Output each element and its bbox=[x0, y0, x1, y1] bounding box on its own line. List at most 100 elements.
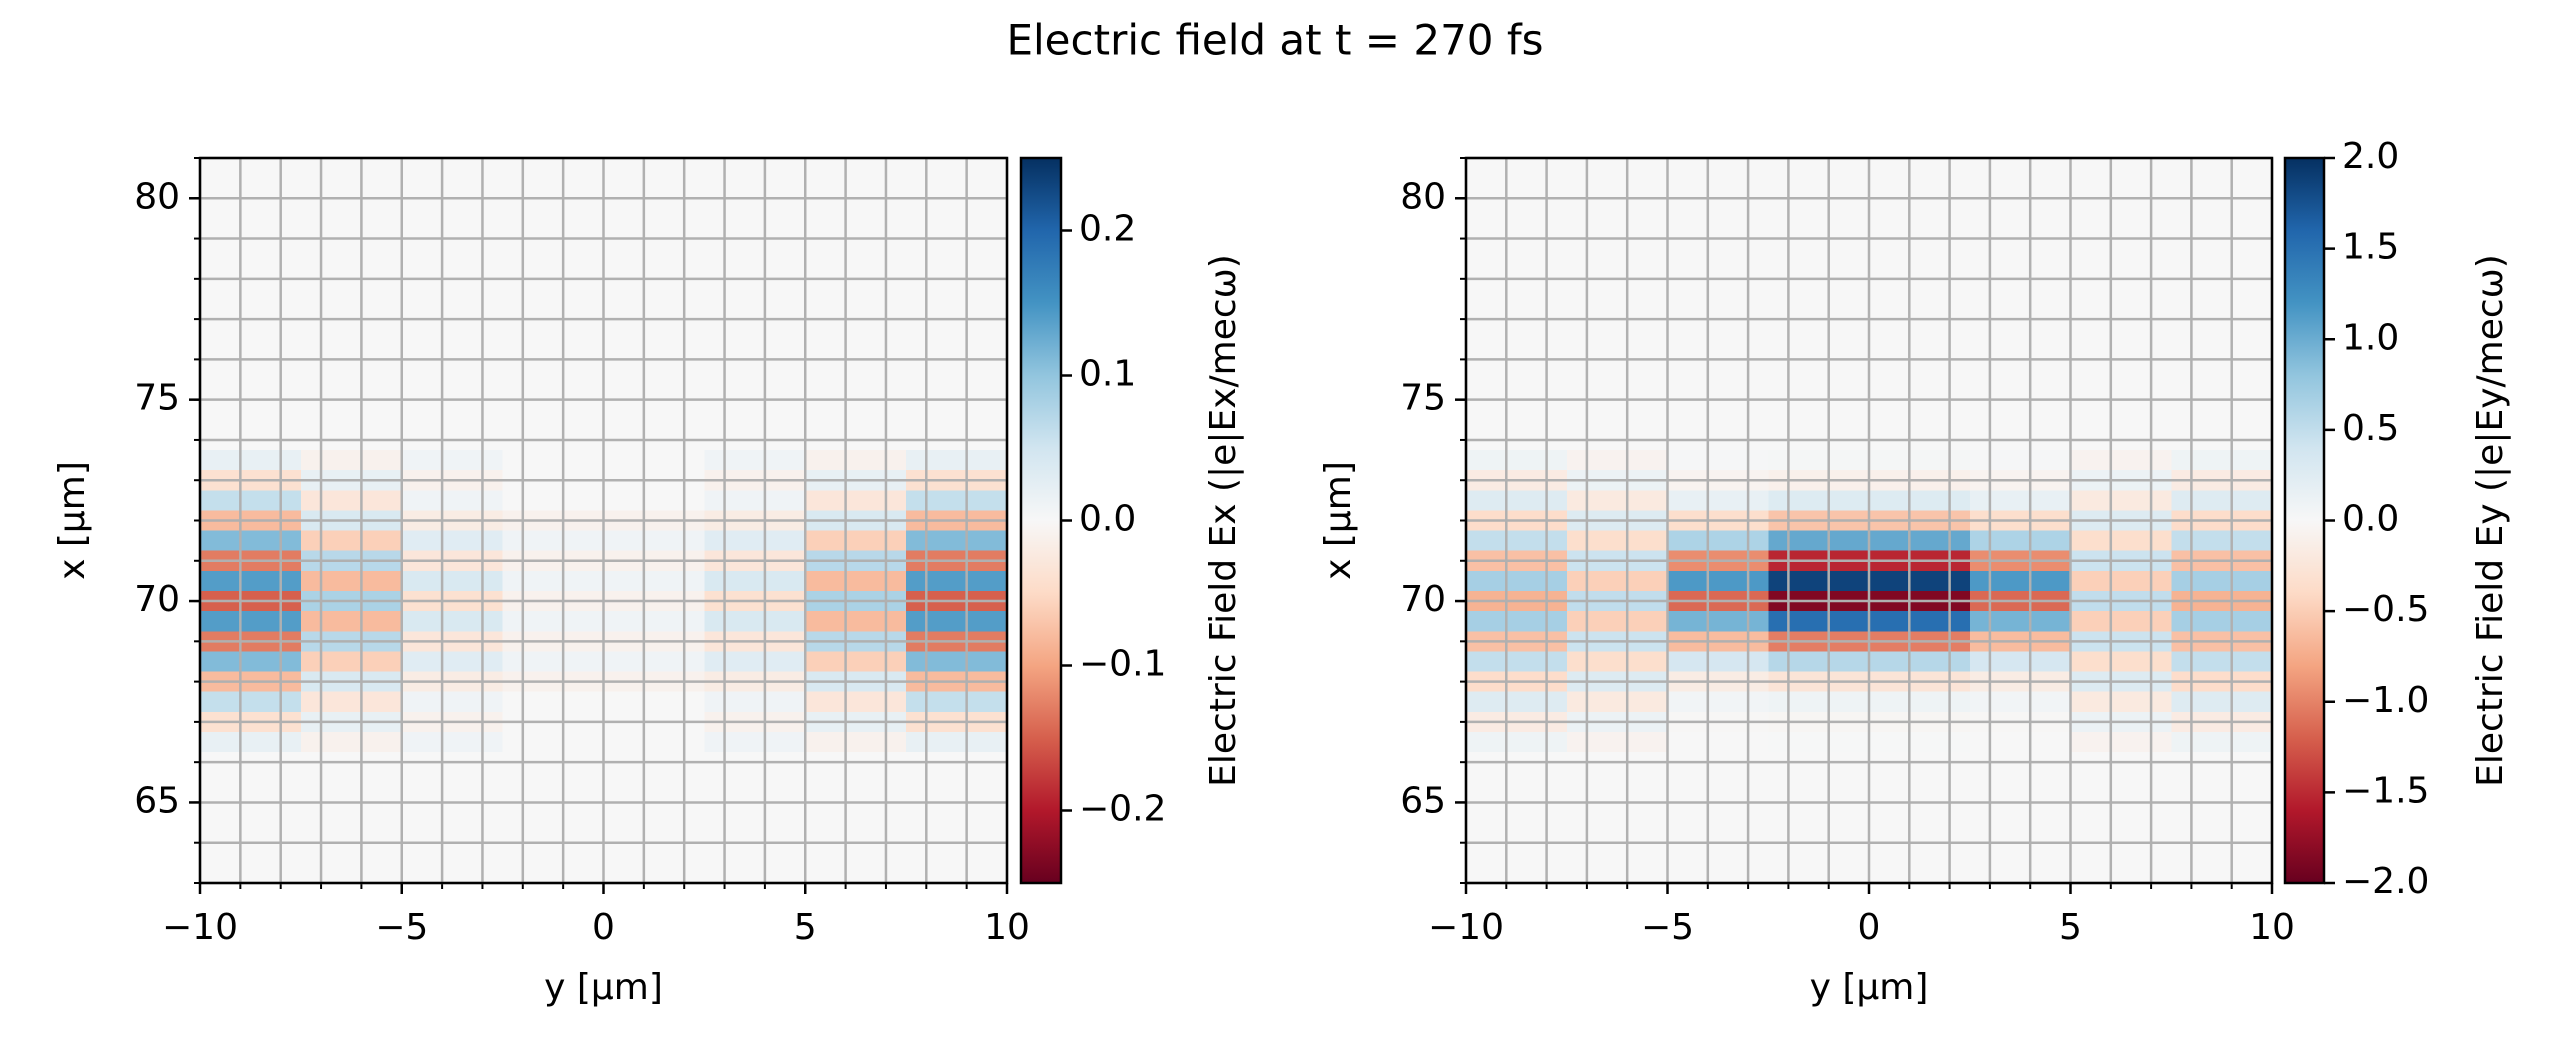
y-axis-label: x [µm] bbox=[52, 461, 93, 580]
heatmap-cell bbox=[1566, 490, 1668, 511]
colorbar bbox=[2283, 156, 2326, 885]
heatmap-cell bbox=[805, 570, 907, 591]
heatmap-cell bbox=[1869, 570, 1970, 591]
heatmap-cell bbox=[1667, 450, 1769, 471]
heatmap-cell bbox=[502, 651, 604, 672]
colorbar-tick-label: −1.5 bbox=[2342, 770, 2429, 811]
y-tick-label: 70 bbox=[1400, 579, 1446, 620]
x-tick-label: −10 bbox=[1428, 907, 1504, 948]
heatmap-cell bbox=[704, 731, 806, 753]
heatmap-cell bbox=[1667, 651, 1769, 672]
heatmap-cell bbox=[1768, 651, 1869, 672]
heatmap-cell bbox=[2171, 731, 2272, 753]
x-tick-label: −10 bbox=[162, 907, 238, 948]
heatmap-cell bbox=[906, 530, 1007, 551]
heatmap-cell bbox=[906, 691, 1007, 712]
colorbar-tick-label: −0.2 bbox=[1079, 789, 1166, 830]
heatmap-cell bbox=[1667, 490, 1769, 511]
heatmap-cell bbox=[1566, 651, 1668, 672]
heatmap-cell bbox=[1969, 691, 2071, 712]
x-axis-label: y [µm] bbox=[1810, 967, 1929, 1008]
colorbar-tick-label: −1.0 bbox=[2342, 680, 2429, 721]
heatmap-cell bbox=[300, 450, 402, 471]
heatmap-cell bbox=[1466, 530, 1567, 551]
heatmap-cell bbox=[200, 570, 301, 591]
heatmap-cell bbox=[200, 530, 301, 551]
heatmap-cell bbox=[300, 570, 402, 591]
x-tick-label: 10 bbox=[984, 907, 1030, 948]
heatmap-cell bbox=[2171, 691, 2272, 712]
heatmap-cell bbox=[300, 530, 402, 551]
heatmap-cell bbox=[1969, 490, 2071, 511]
heatmap-cell bbox=[1869, 651, 1970, 672]
heatmap-cell bbox=[1466, 570, 1567, 591]
x-axis-label: y [µm] bbox=[544, 967, 663, 1008]
heatmap-cell bbox=[401, 691, 503, 712]
heatmap-cell bbox=[1566, 611, 1668, 632]
heatmap-cell bbox=[1768, 731, 1869, 753]
heatmap-cell bbox=[1969, 530, 2071, 551]
heatmap-cell bbox=[502, 570, 604, 591]
heatmap-cell bbox=[1768, 691, 1869, 712]
colorbar-tick-label: 1.5 bbox=[2342, 227, 2399, 268]
x-tick-label: 0 bbox=[1858, 907, 1881, 948]
colorbar-tick-label: 0.2 bbox=[1079, 209, 1136, 250]
heatmap-cell bbox=[502, 450, 604, 471]
heatmap-cell bbox=[1466, 450, 1567, 471]
heatmap-cell bbox=[200, 651, 301, 672]
heatmap-cell bbox=[1566, 450, 1668, 471]
heatmap-cell bbox=[1466, 691, 1567, 712]
heatmap-cell bbox=[906, 651, 1007, 672]
y-tick-label: 80 bbox=[1400, 176, 1446, 217]
colorbar-tick-label: 2.0 bbox=[2342, 136, 2399, 177]
heatmap-cell bbox=[2070, 611, 2172, 632]
colorbar-tick-label: 0.1 bbox=[1079, 354, 1136, 395]
heatmap-cell bbox=[704, 691, 806, 712]
heatmap-cell bbox=[1869, 530, 1970, 551]
heatmap-cell bbox=[2070, 731, 2172, 753]
heatmap-cell bbox=[1869, 691, 1970, 712]
heatmap-cell bbox=[704, 570, 806, 591]
heatmap-cell bbox=[1667, 731, 1769, 753]
heatmap-cell bbox=[200, 611, 301, 632]
heatmap-cell bbox=[704, 490, 806, 511]
y-tick-label: 75 bbox=[1400, 378, 1446, 419]
heatmap-cell bbox=[502, 731, 604, 753]
y-tick-label: 70 bbox=[134, 579, 180, 620]
y-tick-label: 80 bbox=[134, 176, 180, 217]
heatmap-cell bbox=[603, 611, 705, 632]
heatmap-cell bbox=[1969, 570, 2071, 591]
heatmap-cell bbox=[1667, 530, 1769, 551]
heatmap-cell bbox=[704, 530, 806, 551]
heatmap-cell bbox=[1566, 530, 1668, 551]
colorbar bbox=[1019, 156, 1063, 885]
heatmap-cell bbox=[1466, 611, 1567, 632]
heatmap-cell bbox=[2171, 530, 2272, 551]
heatmap-cell bbox=[805, 530, 907, 551]
heatmap-cell bbox=[2171, 611, 2272, 632]
heatmap-cell bbox=[805, 651, 907, 672]
heatmap-cell bbox=[2070, 530, 2172, 551]
heatmap-cell bbox=[401, 490, 503, 511]
heatmap-cell bbox=[805, 611, 907, 632]
heatmap-cell bbox=[401, 450, 503, 471]
heatmap-cell bbox=[805, 691, 907, 712]
figure-title: Electric field at t = 270 fs bbox=[1006, 16, 1543, 65]
heatmap-cell bbox=[502, 490, 604, 511]
heatmap-cell bbox=[603, 570, 705, 591]
heatmap-cell bbox=[906, 611, 1007, 632]
heatmap-cell bbox=[704, 651, 806, 672]
heatmap-cell bbox=[1768, 570, 1869, 591]
heatmap-cell bbox=[1566, 731, 1668, 753]
colorbar-tick-label: 0.0 bbox=[2342, 499, 2399, 540]
heatmap-cell bbox=[2171, 490, 2272, 511]
x-tick-label: 5 bbox=[2059, 907, 2082, 948]
y-axis-label: x [µm] bbox=[1318, 461, 1359, 580]
heatmap-cell bbox=[1768, 450, 1869, 471]
heatmap-cell bbox=[200, 450, 301, 471]
heatmap-cell bbox=[1466, 490, 1567, 511]
heatmap-cell bbox=[1969, 731, 2071, 753]
heatmap-cell bbox=[603, 691, 705, 712]
heatmap-cell bbox=[300, 490, 402, 511]
